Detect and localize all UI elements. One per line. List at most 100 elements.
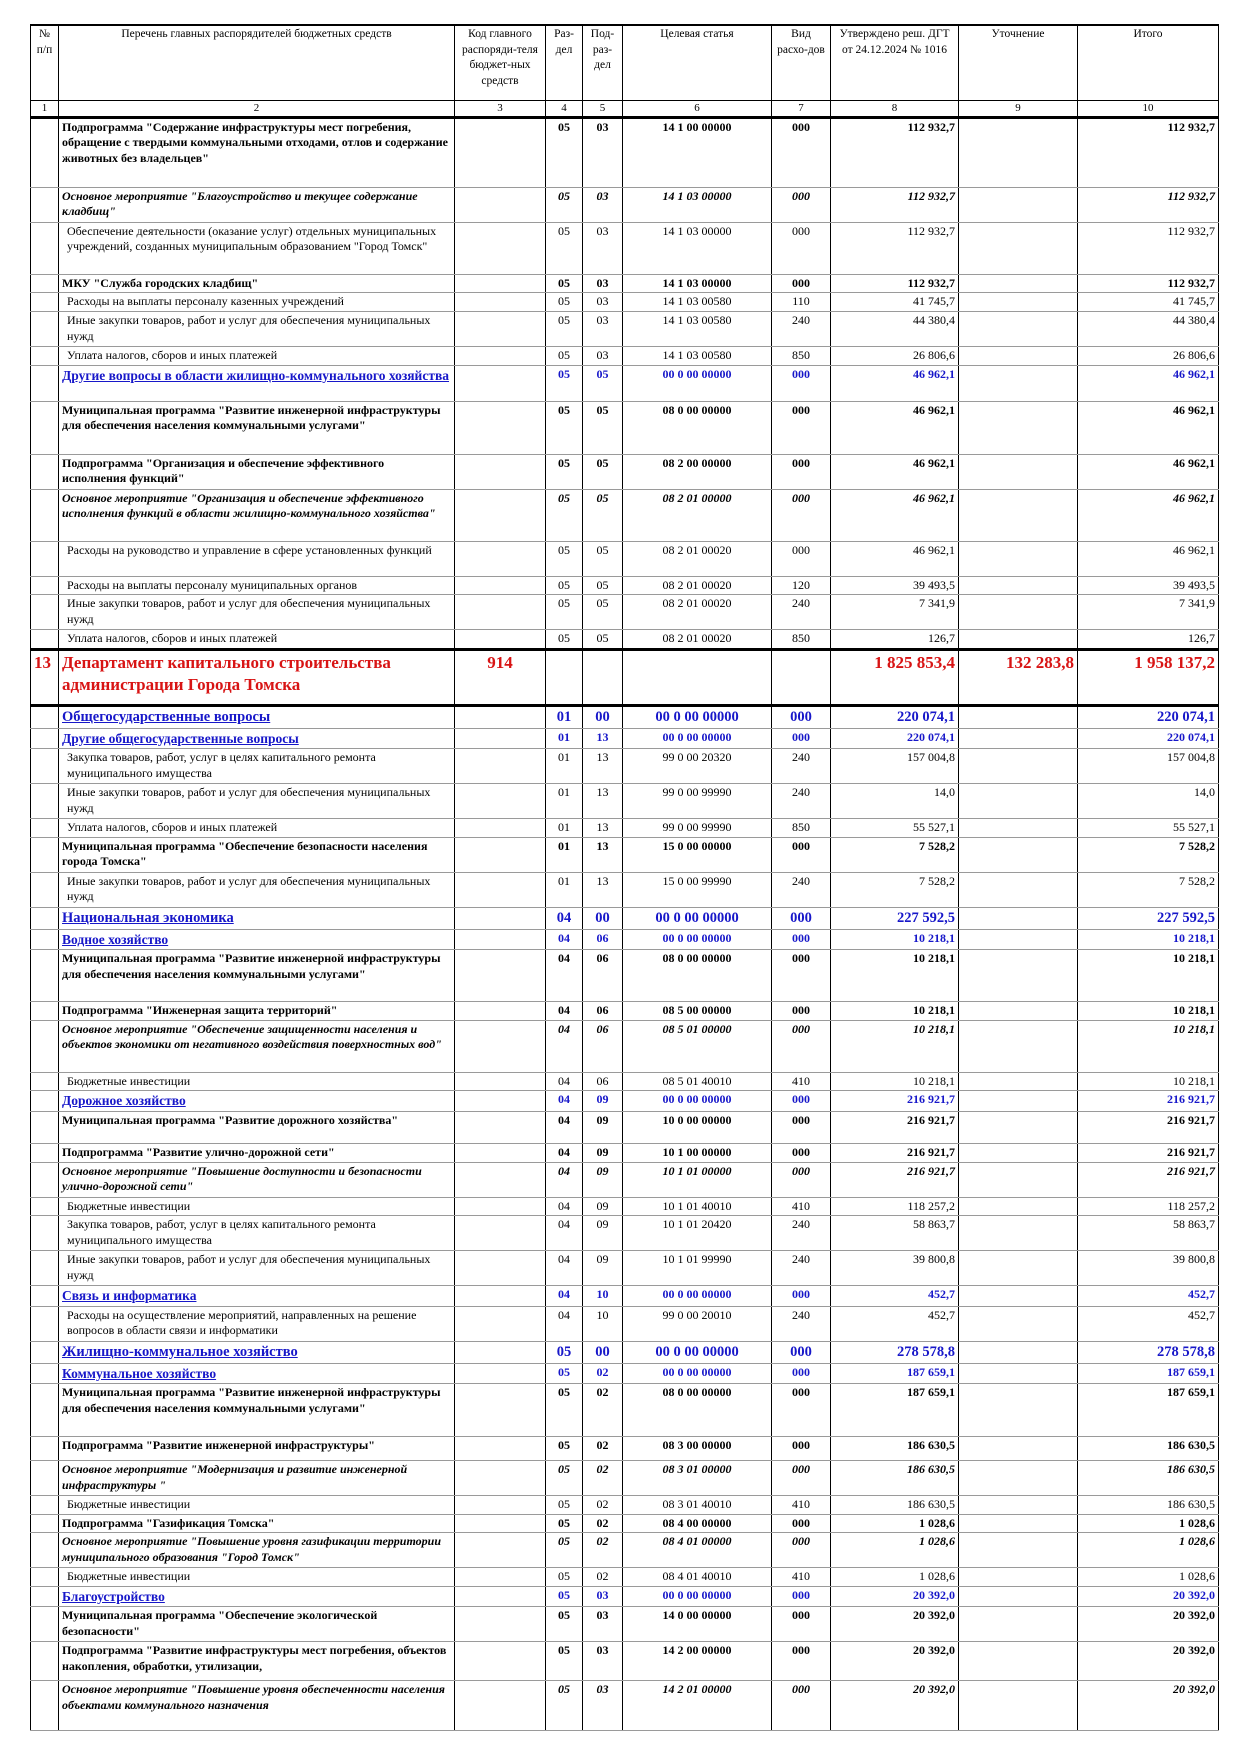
manager-code-cell bbox=[454, 705, 546, 729]
row-name-cell: Жилищно-коммунальное хозяйство bbox=[58, 1341, 455, 1364]
header-cell-name: Перечень главных распорядителей бюджетны… bbox=[58, 24, 455, 101]
table-row: Муниципальная программа "Обеспечение эко… bbox=[30, 1606, 1219, 1643]
table-row: Связь и информатика 04 10 00 0 00 00000 000 4… bbox=[30, 1285, 1219, 1307]
total-amount-cell: 7 528,2 bbox=[1077, 872, 1219, 908]
subsection-cell: 06 bbox=[582, 929, 623, 951]
row-name-cell: Иные закупки товаров, работ и услуг для … bbox=[58, 1250, 455, 1287]
expense-type-cell: 850 bbox=[771, 818, 831, 838]
target-article-cell: 14 1 03 00000 bbox=[622, 187, 772, 223]
target-article-cell: 08 0 00 00000 bbox=[622, 949, 772, 1003]
approved-amount-cell: 20 392,0 bbox=[830, 1586, 959, 1608]
total-amount-cell: 126,7 bbox=[1077, 629, 1219, 650]
total-amount-cell: 46 962,1 bbox=[1077, 401, 1219, 455]
table-row: Иные закупки товаров, работ и услуг для … bbox=[30, 872, 1219, 908]
table-row: Муниципальная программа "Развитие инжене… bbox=[30, 1383, 1219, 1438]
table-row: Муниципальная программа "Обеспечение без… bbox=[30, 837, 1219, 873]
adjustment-amount-cell bbox=[958, 1143, 1078, 1163]
approved-amount-cell: 58 863,7 bbox=[830, 1215, 959, 1252]
total-amount-cell: 10 218,1 bbox=[1077, 1001, 1219, 1021]
section-cell: 04 bbox=[545, 1197, 583, 1217]
section-cell: 01 bbox=[545, 818, 583, 838]
total-amount-cell: 20 392,0 bbox=[1077, 1606, 1219, 1643]
row-number-cell bbox=[30, 346, 59, 366]
approved-amount-cell: 20 392,0 bbox=[830, 1680, 959, 1732]
subsection-cell: 05 bbox=[582, 576, 623, 596]
row-number-cell bbox=[30, 1341, 59, 1364]
target-article-cell: 00 0 00 00000 bbox=[622, 1341, 772, 1364]
expense-type-cell: 000 bbox=[771, 1143, 831, 1163]
adjustment-amount-cell bbox=[958, 187, 1078, 223]
subsection-cell: 02 bbox=[582, 1436, 623, 1462]
expense-type-cell: 240 bbox=[771, 748, 831, 785]
subsection-cell: 06 bbox=[582, 949, 623, 1003]
column-number: 6 bbox=[622, 100, 772, 119]
row-name-cell: Иные закупки товаров, работ и услуг для … bbox=[58, 311, 455, 348]
table-row: Расходы на осуществление мероприятий, на… bbox=[30, 1306, 1219, 1342]
manager-code-cell bbox=[454, 872, 546, 908]
subsection-cell: 03 bbox=[582, 117, 623, 188]
table-row: Бюджетные инвестиции 04 09 10 1 01 40010 410… bbox=[30, 1197, 1219, 1217]
subsection-cell: 03 bbox=[582, 1586, 623, 1608]
expense-type-cell: 000 bbox=[771, 728, 831, 750]
subsection-cell: 09 bbox=[582, 1111, 623, 1144]
total-amount-cell: 39 800,8 bbox=[1077, 1250, 1219, 1287]
target-article-cell: 14 2 00 00000 bbox=[622, 1641, 772, 1682]
row-name-cell: Расходы на руководство и управление в сф… bbox=[58, 541, 455, 577]
row-name-cell: Основное мероприятие "Повышение уровня г… bbox=[58, 1532, 455, 1569]
row-number-cell bbox=[30, 1680, 59, 1732]
section-cell: 05 bbox=[545, 541, 583, 577]
adjustment-amount-cell bbox=[958, 1514, 1078, 1534]
manager-code-cell bbox=[454, 1001, 546, 1021]
approved-amount-cell: 14,0 bbox=[830, 783, 959, 820]
total-amount-cell: 1 958 137,2 bbox=[1077, 647, 1219, 707]
manager-code-cell bbox=[454, 1606, 546, 1643]
row-number-cell bbox=[30, 1514, 59, 1534]
manager-code-cell bbox=[454, 1090, 546, 1112]
section-cell: 04 bbox=[545, 1143, 583, 1163]
section-cell: 04 bbox=[545, 1090, 583, 1112]
manager-code-cell bbox=[454, 818, 546, 838]
total-amount-cell: 46 962,1 bbox=[1077, 541, 1219, 577]
row-name-cell: Уплата налогов, сборов и иных платежей bbox=[58, 818, 455, 838]
manager-code-cell bbox=[454, 837, 546, 873]
subsection-cell: 09 bbox=[582, 1197, 623, 1217]
expense-type-cell: 240 bbox=[771, 1215, 831, 1252]
approved-amount-cell: 157 004,8 bbox=[830, 748, 959, 785]
target-article-cell: 08 3 00 00000 bbox=[622, 1436, 772, 1462]
section-cell: 05 bbox=[545, 629, 583, 650]
total-amount-cell: 14,0 bbox=[1077, 783, 1219, 820]
subsection-cell: 13 bbox=[582, 748, 623, 785]
expense-type-cell: 410 bbox=[771, 1072, 831, 1092]
subsection-cell: 03 bbox=[582, 292, 623, 313]
expense-type-cell: 410 bbox=[771, 1197, 831, 1217]
row-number-cell bbox=[30, 1306, 59, 1342]
expense-type-cell: 000 bbox=[771, 187, 831, 223]
approved-amount-cell: 10 218,1 bbox=[830, 949, 959, 1003]
section-cell: 05 bbox=[545, 1363, 583, 1385]
total-amount-cell: 20 392,0 bbox=[1077, 1586, 1219, 1608]
manager-code-cell bbox=[454, 594, 546, 631]
section-cell: 01 bbox=[545, 837, 583, 873]
table-row: Расходы на выплаты персоналу казенных уч… bbox=[30, 292, 1219, 313]
section-cell: 04 bbox=[545, 1001, 583, 1021]
expense-type-cell: 240 bbox=[771, 311, 831, 348]
row-name-cell: Иные закупки товаров, работ и услуг для … bbox=[58, 783, 455, 820]
expense-type-cell: 240 bbox=[771, 872, 831, 908]
row-number-cell bbox=[30, 1285, 59, 1307]
total-amount-cell: 46 962,1 bbox=[1077, 365, 1219, 402]
row-name-cell: Основное мероприятие "Благоустройство и … bbox=[58, 187, 455, 223]
row-name-cell: Основное мероприятие "Модернизация и раз… bbox=[58, 1460, 455, 1497]
row-number-cell bbox=[30, 274, 59, 294]
target-article-cell: 99 0 00 99990 bbox=[622, 818, 772, 838]
manager-code-cell bbox=[454, 1072, 546, 1092]
target-article-cell: 10 0 00 00000 bbox=[622, 1111, 772, 1144]
expense-type-cell: 000 bbox=[771, 1285, 831, 1307]
approved-amount-cell: 46 962,1 bbox=[830, 365, 959, 402]
table-row: Другие вопросы в области жилищно-коммуна… bbox=[30, 365, 1219, 402]
target-article-cell: 08 2 01 00020 bbox=[622, 594, 772, 631]
table-row: Основное мероприятие "Повышение уровня г… bbox=[30, 1532, 1219, 1569]
row-number-cell bbox=[30, 1363, 59, 1385]
subsection-cell: 03 bbox=[582, 222, 623, 275]
total-amount-cell: 112 932,7 bbox=[1077, 222, 1219, 275]
row-name-cell: Уплата налогов, сборов и иных платежей bbox=[58, 629, 455, 650]
